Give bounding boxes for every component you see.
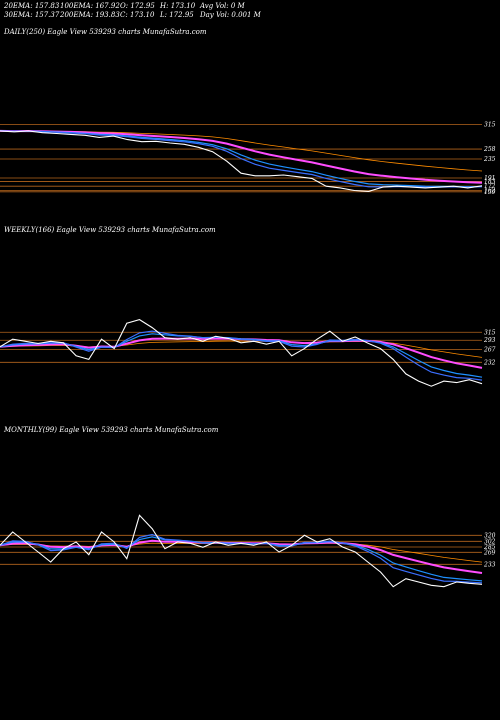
- level-label: 162: [484, 188, 496, 195]
- level-label: 293: [483, 337, 496, 344]
- ema200-line: [0, 130, 483, 172]
- level-label: 235: [483, 156, 496, 163]
- ema100-readout: 100EMA: 167.92: [60, 2, 120, 10]
- level-label: 315: [484, 329, 496, 336]
- ema30-readout: 30EMA: 157.37: [4, 11, 60, 19]
- high-readout: H: 173.10: [160, 2, 196, 10]
- weekly-panel-title: WEEKLY(166) Eagle View 539293 charts Mun…: [4, 226, 216, 234]
- price-line: [0, 514, 483, 588]
- level-label: 302: [484, 538, 496, 545]
- level-label: 233: [483, 561, 496, 568]
- level-label: 159: [484, 189, 496, 196]
- level-label: 320: [484, 532, 496, 539]
- daily-panel-title: DAILY(250) Eagle View 539293 charts Muna…: [4, 28, 207, 36]
- price-line: [0, 319, 483, 387]
- level-label: 267: [483, 347, 496, 354]
- open-readout: O: 172.95: [120, 2, 155, 10]
- level-label: 191: [484, 175, 495, 182]
- level-label: 315: [484, 121, 496, 128]
- avg-vol-readout: Avg Vol: 0 M: [200, 2, 245, 10]
- ema100-line: [0, 129, 483, 184]
- day-vol-readout: Day Vol: 0.001 M: [200, 11, 261, 19]
- low-readout: L: 172.95: [160, 11, 194, 19]
- ema20-readout: 20EMA: 157.83: [4, 2, 60, 10]
- monthly-panel-title: MONTHLY(99) Eagle View 539293 charts Mun…: [4, 426, 219, 434]
- level-label: 285: [483, 544, 496, 551]
- ema20-line: [0, 330, 483, 381]
- close-readout: C: 173.10: [120, 11, 155, 19]
- level-label: 232: [483, 359, 496, 366]
- ema200-readout: 200EMA: 193.83: [60, 11, 120, 19]
- level-label: 258: [483, 146, 496, 153]
- level-label: 269: [483, 549, 496, 556]
- level-label: 172: [484, 183, 496, 190]
- level-label: 183: [484, 178, 496, 185]
- price-line: [0, 130, 483, 192]
